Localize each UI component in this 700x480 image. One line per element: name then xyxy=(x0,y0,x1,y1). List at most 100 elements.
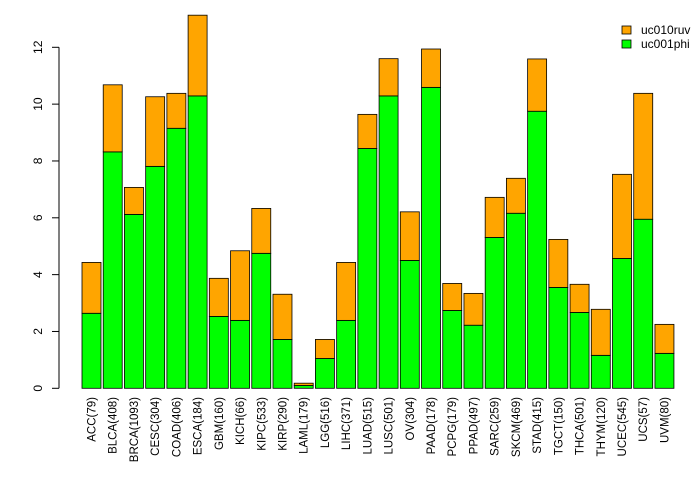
x-tick-label: BRCA(1093) xyxy=(129,397,141,462)
x-tick-label: PAAD(178) xyxy=(426,397,438,454)
bar-uc010ruv-gbm xyxy=(208,277,229,317)
bar-uc010ruv-tgct xyxy=(548,238,569,288)
bar-uc010ruv-kich xyxy=(230,250,250,321)
bar-uc010ruv-acc xyxy=(81,262,102,314)
bar-uc010ruv-laml xyxy=(293,382,314,386)
x-tick-label: STAD(415) xyxy=(532,397,544,454)
bar-uc010ruv-lihc xyxy=(336,262,357,321)
x-tick-label: LUSC(501) xyxy=(384,397,396,455)
bar-uc010ruv-blca xyxy=(102,84,123,153)
bar-uc010ruv-cesc xyxy=(145,96,166,167)
bar-uc010ruv-sarc xyxy=(484,196,505,238)
bar-uc010ruv-esca xyxy=(187,14,208,97)
bar-uc001phi-ucec xyxy=(612,258,632,389)
bar-uc001phi-skcm xyxy=(505,212,526,389)
y-tick-label: 4 xyxy=(31,271,45,278)
bar-uc001phi-laml xyxy=(293,385,314,389)
bar-uc010ruv-uvm xyxy=(654,323,675,354)
x-tick-label: KIPC(533) xyxy=(256,397,268,451)
x-tick-label: OV(304) xyxy=(405,397,417,441)
bar-uc010ruv-skcm xyxy=(505,177,526,214)
bar-uc010ruv-luad xyxy=(357,113,378,149)
x-tick-label: PCPG(179) xyxy=(447,397,459,457)
x-tick-label: UCS(57) xyxy=(638,397,650,442)
x-tick-label: UCEC(545) xyxy=(617,397,629,457)
bar-uc010ruv-lgg xyxy=(315,339,335,359)
bar-uc001phi-thym xyxy=(590,354,611,389)
x-tick-label: TGCT(150) xyxy=(553,397,565,455)
x-tick-label: COAD(406) xyxy=(171,397,183,457)
bar-uc010ruv-stad xyxy=(527,58,548,112)
bar-uc010ruv-kirp xyxy=(272,293,293,340)
y-tick-label: 6 xyxy=(31,214,45,221)
bar-uc001phi-kich xyxy=(230,319,250,389)
bar-uc001phi-esca xyxy=(187,95,208,389)
legend-swatch-uc001phi xyxy=(621,39,632,49)
x-tick-label: THYM(120) xyxy=(596,397,608,457)
bar-uc001phi-kirp xyxy=(272,339,293,389)
x-tick-label: LUAD(515) xyxy=(362,397,374,455)
y-tick-label: 2 xyxy=(31,328,45,335)
bar-uc001phi-ppad xyxy=(463,324,484,389)
bar-uc001phi-thca xyxy=(569,312,590,389)
x-tick-label: SKCM(469) xyxy=(511,397,523,457)
bar-uc001phi-brca xyxy=(124,213,144,389)
x-tick-label: LIHC(371) xyxy=(341,397,353,450)
x-tick-label: PPAD(497) xyxy=(468,397,480,454)
bar-uc001phi-cesc xyxy=(145,165,166,389)
x-tick-label: UVM(80) xyxy=(659,397,671,443)
x-tick-labels: ACC(79) BLCA(408) BRCA(1093) CESC(304) COAD(… xyxy=(87,397,672,462)
bar-uc001phi-acc xyxy=(81,312,102,389)
bar-uc001phi-ucs xyxy=(633,218,654,389)
y-tick-label: 12 xyxy=(31,40,45,54)
x-tick-label: LAML(179) xyxy=(299,397,311,454)
x-tick-label: BLCA(408) xyxy=(108,397,120,454)
x-tick-label: CESC(304) xyxy=(150,397,162,456)
bar-uc001phi-kipc xyxy=(251,252,272,389)
bar-uc010ruv-ov xyxy=(399,211,420,261)
bar-uc001phi-coad xyxy=(166,127,187,389)
bar-uc001phi-lihc xyxy=(336,319,357,389)
bar-uc010ruv-ucec xyxy=(612,173,632,259)
bar-uc010ruv-thym xyxy=(590,308,611,356)
legend-swatch-uc010ruv xyxy=(621,25,632,35)
x-tick-label: ACC(79) xyxy=(87,397,99,442)
bar-uc001phi-stad xyxy=(527,110,548,389)
y-axis: 0 2 4 6 8 10 12 xyxy=(31,40,60,392)
bar-uc010ruv-coad xyxy=(166,92,187,129)
legend-label-uc010ruv: uc010ruv xyxy=(641,23,690,37)
x-tick-label: LGG(516) xyxy=(320,397,332,448)
bar-uc001phi-blca xyxy=(102,151,123,389)
bar-uc010ruv-lusc xyxy=(378,58,399,97)
y-tick-label: 8 xyxy=(31,157,45,164)
bar-uc001phi-uvm xyxy=(654,352,675,389)
legend: uc010ruv uc001phi xyxy=(621,23,690,51)
legend-label-uc001phi: uc001phi xyxy=(641,37,690,51)
y-tick-label: 10 xyxy=(31,97,45,111)
bar-uc010ruv-thca xyxy=(569,283,590,313)
bar-uc010ruv-paad xyxy=(421,48,441,88)
bar-uc001phi-lgg xyxy=(315,358,335,389)
x-tick-label: ESCA(184) xyxy=(193,397,205,455)
bar-uc001phi-sarc xyxy=(484,237,505,389)
bar-uc001phi-ov xyxy=(399,260,420,389)
x-tick-label: KICH(66) xyxy=(235,397,247,445)
bars xyxy=(81,14,675,389)
x-tick-label: SARC(259) xyxy=(490,397,502,456)
bar-uc001phi-tgct xyxy=(548,287,569,389)
x-tick-label: KIRP(290) xyxy=(277,397,289,451)
bar-uc010ruv-brca xyxy=(124,186,144,215)
bar-uc001phi-gbm xyxy=(208,316,229,389)
x-tick-label: THCA(501) xyxy=(575,397,587,455)
x-tick-label: GBM(160) xyxy=(214,397,226,450)
bar-uc001phi-lusc xyxy=(378,95,399,389)
bar-uc010ruv-pcpg xyxy=(442,283,463,311)
bar-uc001phi-paad xyxy=(421,86,441,389)
bar-uc010ruv-kipc xyxy=(251,208,272,254)
bar-uc001phi-pcpg xyxy=(442,310,463,389)
bar-uc010ruv-ucs xyxy=(633,92,654,220)
y-tick-label: 0 xyxy=(31,385,45,392)
bar-uc010ruv-ppad xyxy=(463,292,484,326)
bar-uc001phi-luad xyxy=(357,148,378,389)
